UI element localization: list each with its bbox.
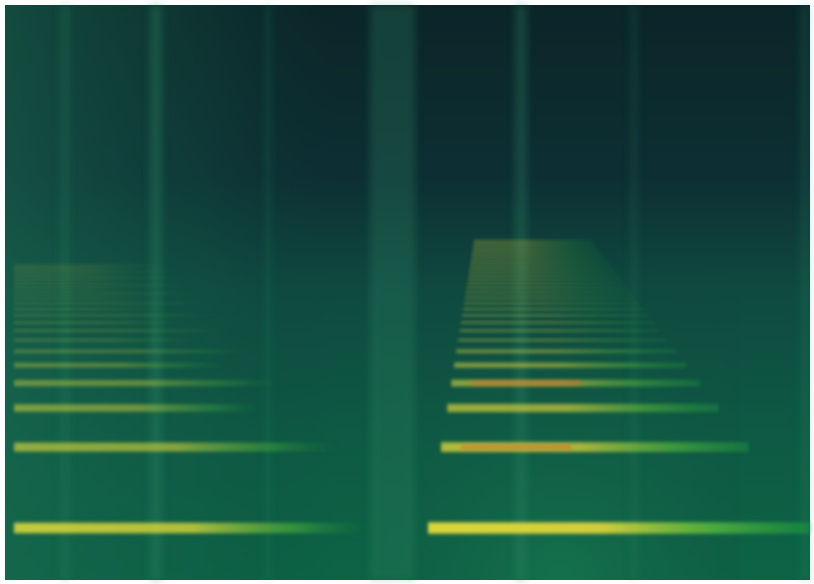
harmonic-band	[458, 339, 667, 341]
harmonic-band	[14, 443, 339, 452]
vertical-streak	[265, 5, 271, 580]
harmonic-band	[14, 268, 143, 270]
harmonic-band	[14, 339, 206, 341]
vertical-streak	[630, 5, 638, 580]
harmonic-band	[469, 270, 615, 272]
harmonic-band	[472, 255, 604, 257]
harmonic-band	[469, 274, 618, 276]
harmonic-band	[14, 265, 181, 267]
harmonic-band	[14, 277, 191, 279]
harmonic-band	[472, 251, 600, 253]
harmonic-band	[14, 523, 370, 534]
vertical-streak	[370, 5, 415, 580]
vertical-streak	[800, 5, 810, 580]
harmonic-band	[14, 302, 214, 304]
spectrogram	[0, 0, 814, 584]
harmonic-band	[462, 314, 649, 316]
harmonic-band	[474, 240, 592, 242]
right-glow	[380, 170, 740, 580]
harmonic-band	[14, 284, 198, 286]
harmonic-band	[14, 274, 148, 276]
harmonic-band	[14, 380, 283, 386]
harmonic-band	[14, 288, 161, 290]
harmonic-band	[463, 308, 644, 310]
page: {}	[0, 0, 814, 584]
vertical-streak	[150, 5, 162, 580]
harmonic-band	[468, 280, 624, 282]
harmonic-band	[461, 322, 654, 324]
harmonic-band	[14, 330, 237, 332]
harmonic-band	[464, 302, 640, 304]
harmonic-band	[14, 363, 228, 368]
harmonic-band	[447, 404, 719, 412]
harmonic-band	[473, 245, 596, 247]
harmonic-band	[14, 270, 186, 272]
harmonic-band	[14, 293, 205, 295]
harmonic-core	[471, 381, 581, 385]
harmonic-band	[454, 363, 686, 368]
harmonic-band	[14, 404, 265, 412]
harmonic-band	[470, 268, 614, 270]
harmonic-band	[468, 277, 620, 279]
harmonic-band	[474, 243, 595, 245]
harmonic-band	[14, 350, 255, 353]
harmonic-band	[14, 322, 190, 324]
harmonic-band	[460, 330, 661, 332]
harmonic-band	[471, 260, 607, 262]
harmonic-band	[472, 253, 602, 255]
harmonic-band	[466, 293, 633, 295]
harmonic-band	[466, 288, 629, 290]
harmonic-band	[14, 297, 169, 299]
harmonic-band	[14, 280, 154, 282]
harmonic-core	[461, 445, 571, 449]
harmonic-band	[473, 247, 598, 249]
harmonic-band	[428, 522, 810, 533]
vertical-streak	[60, 5, 70, 580]
vertical-streak	[515, 5, 527, 580]
harmonic-band	[467, 284, 626, 286]
harmonic-band	[465, 297, 636, 299]
harmonic-band	[470, 265, 611, 267]
harmonic-band	[14, 308, 179, 310]
harmonic-band	[473, 249, 599, 251]
left-glow	[5, 5, 335, 580]
harmonic-band	[14, 314, 224, 316]
harmonic-band	[470, 262, 609, 264]
harmonic-band	[456, 350, 676, 353]
harmonic-band	[471, 257, 605, 259]
